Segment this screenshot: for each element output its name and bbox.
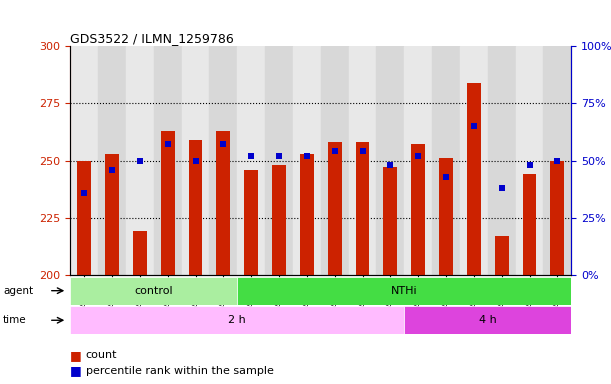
Bar <box>105 154 119 275</box>
Bar <box>543 46 571 275</box>
Point <box>246 153 256 159</box>
Text: NTHi: NTHi <box>391 286 417 296</box>
Bar <box>189 140 202 275</box>
Bar <box>356 142 370 275</box>
Point <box>413 153 423 159</box>
Text: agent: agent <box>3 286 33 296</box>
Text: 2 h: 2 h <box>229 315 246 325</box>
Bar <box>384 167 397 275</box>
Bar <box>522 174 536 275</box>
Text: count: count <box>86 350 117 360</box>
Bar <box>244 170 258 275</box>
Text: GDS3522 / ILMN_1259786: GDS3522 / ILMN_1259786 <box>70 32 234 45</box>
Point <box>330 148 340 154</box>
Bar <box>70 277 237 305</box>
Bar <box>237 277 571 305</box>
Text: control: control <box>134 286 173 296</box>
Point <box>469 123 479 129</box>
Bar <box>467 83 481 275</box>
Bar <box>98 46 126 275</box>
Bar <box>210 46 237 275</box>
Bar <box>439 158 453 275</box>
Bar <box>272 165 286 275</box>
Text: ■: ■ <box>70 364 82 377</box>
Bar <box>327 142 342 275</box>
Bar <box>432 46 460 275</box>
Bar <box>77 161 91 275</box>
Point <box>552 157 562 164</box>
Point <box>163 141 172 147</box>
Bar <box>516 46 543 275</box>
Bar <box>300 154 314 275</box>
Bar <box>460 46 488 275</box>
Point <box>191 157 200 164</box>
Point <box>135 157 145 164</box>
Bar <box>181 46 210 275</box>
Bar <box>216 131 230 275</box>
Bar <box>265 46 293 275</box>
Bar <box>237 46 265 275</box>
Bar <box>321 46 349 275</box>
Text: 4 h: 4 h <box>479 315 497 325</box>
Point <box>386 162 395 168</box>
Bar <box>376 46 404 275</box>
Point <box>107 167 117 173</box>
Bar <box>70 46 98 275</box>
Bar <box>404 306 571 334</box>
Bar <box>349 46 376 275</box>
Point <box>219 141 229 147</box>
Bar <box>488 46 516 275</box>
Bar <box>551 161 565 275</box>
Bar <box>133 232 147 275</box>
Point <box>525 162 535 168</box>
Point <box>441 174 451 180</box>
Bar <box>154 46 181 275</box>
Text: ■: ■ <box>70 349 82 362</box>
Point <box>274 153 284 159</box>
Text: time: time <box>3 315 27 325</box>
Text: percentile rank within the sample: percentile rank within the sample <box>86 366 273 376</box>
Point <box>497 185 507 191</box>
Bar <box>126 46 154 275</box>
Bar <box>161 131 175 275</box>
Point <box>302 153 312 159</box>
Bar <box>404 46 432 275</box>
Point <box>357 148 367 154</box>
Bar <box>293 46 321 275</box>
Bar <box>495 236 509 275</box>
Bar <box>70 306 404 334</box>
Point <box>79 189 89 195</box>
Bar <box>411 144 425 275</box>
